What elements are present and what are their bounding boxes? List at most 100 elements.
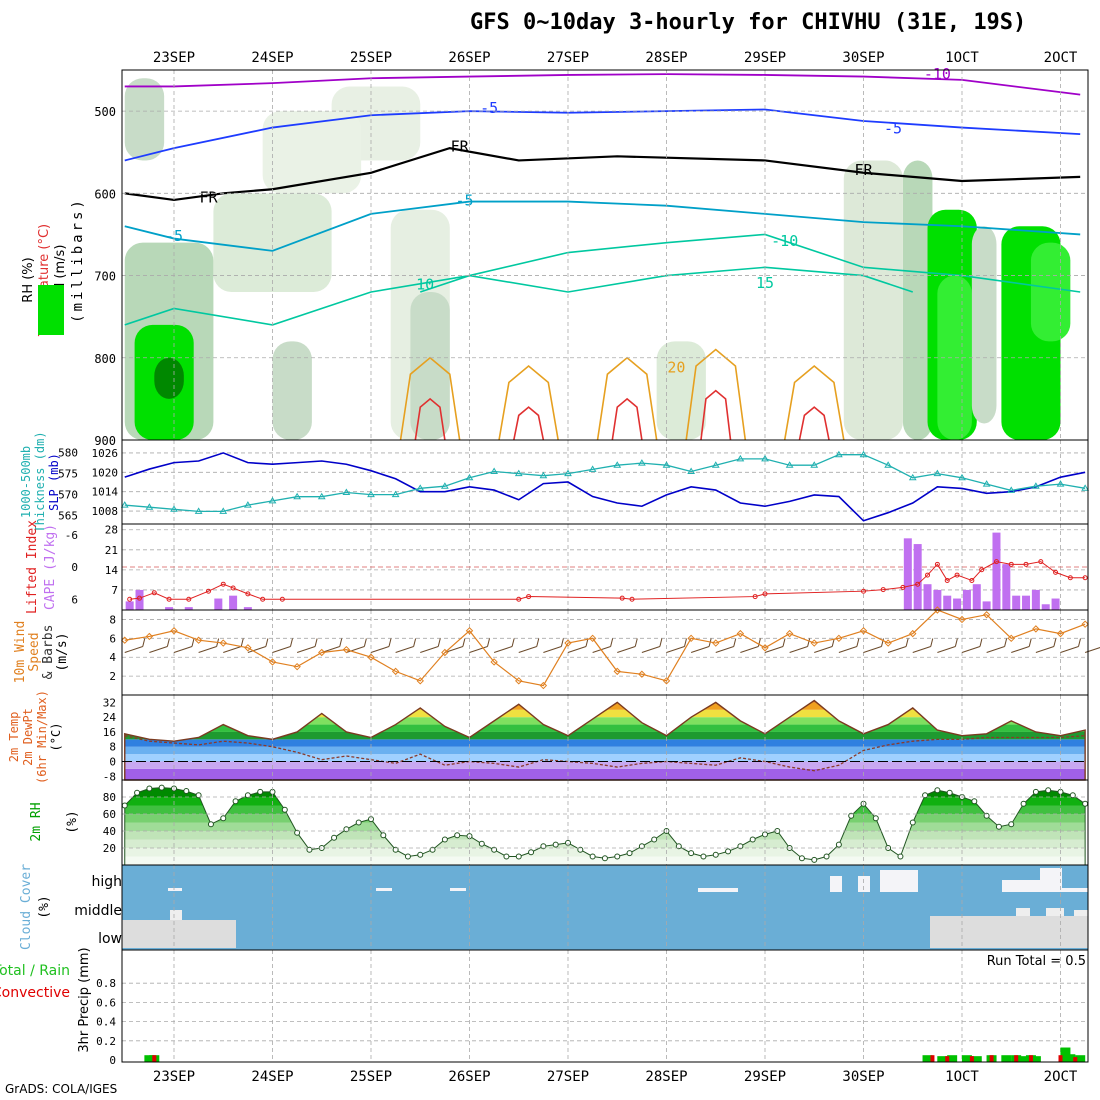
cape-bar [243,607,252,610]
thickness-marker [1056,480,1065,487]
wind-barb [149,646,168,653]
wind-barb [346,646,365,653]
cape-bar [184,607,193,610]
wind-barb-tick [363,638,367,647]
wind-barb [937,646,956,653]
temp-tick: -8 [103,770,116,783]
wind-barb [961,646,981,653]
precip-convective-bar [1014,1055,1019,1062]
thickness-marker [219,507,228,514]
lifted-index-marker [137,595,143,601]
rh-marker [294,829,301,836]
wind-barb [814,646,833,653]
li-tick: -6 [65,529,78,542]
rh-marker [491,846,498,853]
precip-axis-label: 3hr Precip (mm) [77,947,92,1052]
precip-tick: 0.4 [96,1016,116,1029]
rh-tick: 60 [103,808,116,821]
date-label-top: 28SEP [645,50,687,66]
wind-barb-tick [142,638,146,647]
rh-marker [626,850,633,857]
wind-barb-tick [684,638,687,647]
temp-tick: 0 [109,756,116,769]
axis-label: 2m RH [29,802,44,841]
precip-tick: 0 [109,1054,116,1067]
slp-line [124,452,1086,522]
wind-tick: 2 [109,670,116,683]
wind-speed-marker [810,639,818,647]
thickness-marker [391,490,400,498]
cape-bar [913,544,922,610]
temp-contour [700,389,732,441]
precip-total-bar [922,1055,933,1062]
axis-label: & Barbs [41,625,56,680]
wind-barb-tick [388,638,392,647]
precip-convective-bar [930,1055,935,1062]
wind-barb-tick [930,638,934,647]
rh-band [124,814,1086,823]
wind-barb [420,646,439,653]
rh-marker [515,853,522,860]
axis-label: 2m DewPt [21,708,35,766]
lifted-index-marker [1038,559,1044,565]
slp-tick: 1020 [92,466,119,479]
wind-speed-marker [416,677,424,685]
wind-speed-marker [712,639,720,647]
wind-barb [986,646,1005,653]
date-label-top: 30SEP [842,50,884,66]
wind-barb [444,646,464,653]
rh-marker [1069,792,1076,799]
wind-speed-marker [318,648,326,657]
wind-barb [493,646,513,653]
wind-speed-marker [515,677,523,685]
high-cloud-block [830,876,842,892]
lifted-index-marker [752,594,758,600]
axis-label: (°C) [49,723,63,752]
pressure-tick-label: 800 [94,352,116,366]
precip-total-bar [937,1056,948,1062]
wind-barb-tick [290,638,293,647]
rh-marker [220,815,227,822]
lifted-index-marker [1067,575,1073,581]
wind-barb-tick [511,638,515,647]
thickness-marker [908,473,917,481]
wind-speed-marker [982,611,991,619]
axis-label: Thickness (dm) [33,431,47,532]
high-cloud-block [168,888,182,891]
date-label-bottom: 27SEP [547,1069,589,1085]
wind-speed-marker [613,667,621,676]
wind-speed-marker [293,662,301,671]
date-label-bottom: 26SEP [448,1069,490,1085]
wind-speed-marker [367,653,375,661]
contour-label: -10 [924,65,951,83]
axis-label: 10m Wind [13,621,28,684]
temp-band [124,768,1086,780]
lifted-index-marker [619,595,625,601]
rh-marker [835,841,842,848]
rh-band [124,787,1086,789]
temp-band [124,717,1086,725]
precip-total-bar [961,1055,972,1062]
rh-marker [934,787,941,794]
low-cloud-block [122,928,170,948]
precip-convective-bar [1073,1057,1078,1062]
lifted-index-marker [979,567,985,573]
wind-barb-tick [437,638,441,647]
rh-marker [725,848,732,855]
wind-barb [518,646,537,653]
run-total-label: Run Total = 0.5 [987,954,1086,969]
rh-marker [638,843,645,850]
wind-speed-marker [268,658,277,666]
wind-speed-marker [244,644,252,652]
rh-shading [272,341,312,440]
lifted-index-marker [915,581,921,587]
rh-marker [1020,800,1027,807]
axis-label: (millibars) [70,197,86,323]
temp-band [124,739,1086,747]
date-label-bottom: 25SEP [350,1069,392,1085]
thickness-marker [1081,484,1090,491]
wind-frame [121,609,1089,696]
rh-band [124,839,1086,848]
wind-speed-marker [761,644,769,652]
date-label-top: 24SEP [251,50,293,66]
